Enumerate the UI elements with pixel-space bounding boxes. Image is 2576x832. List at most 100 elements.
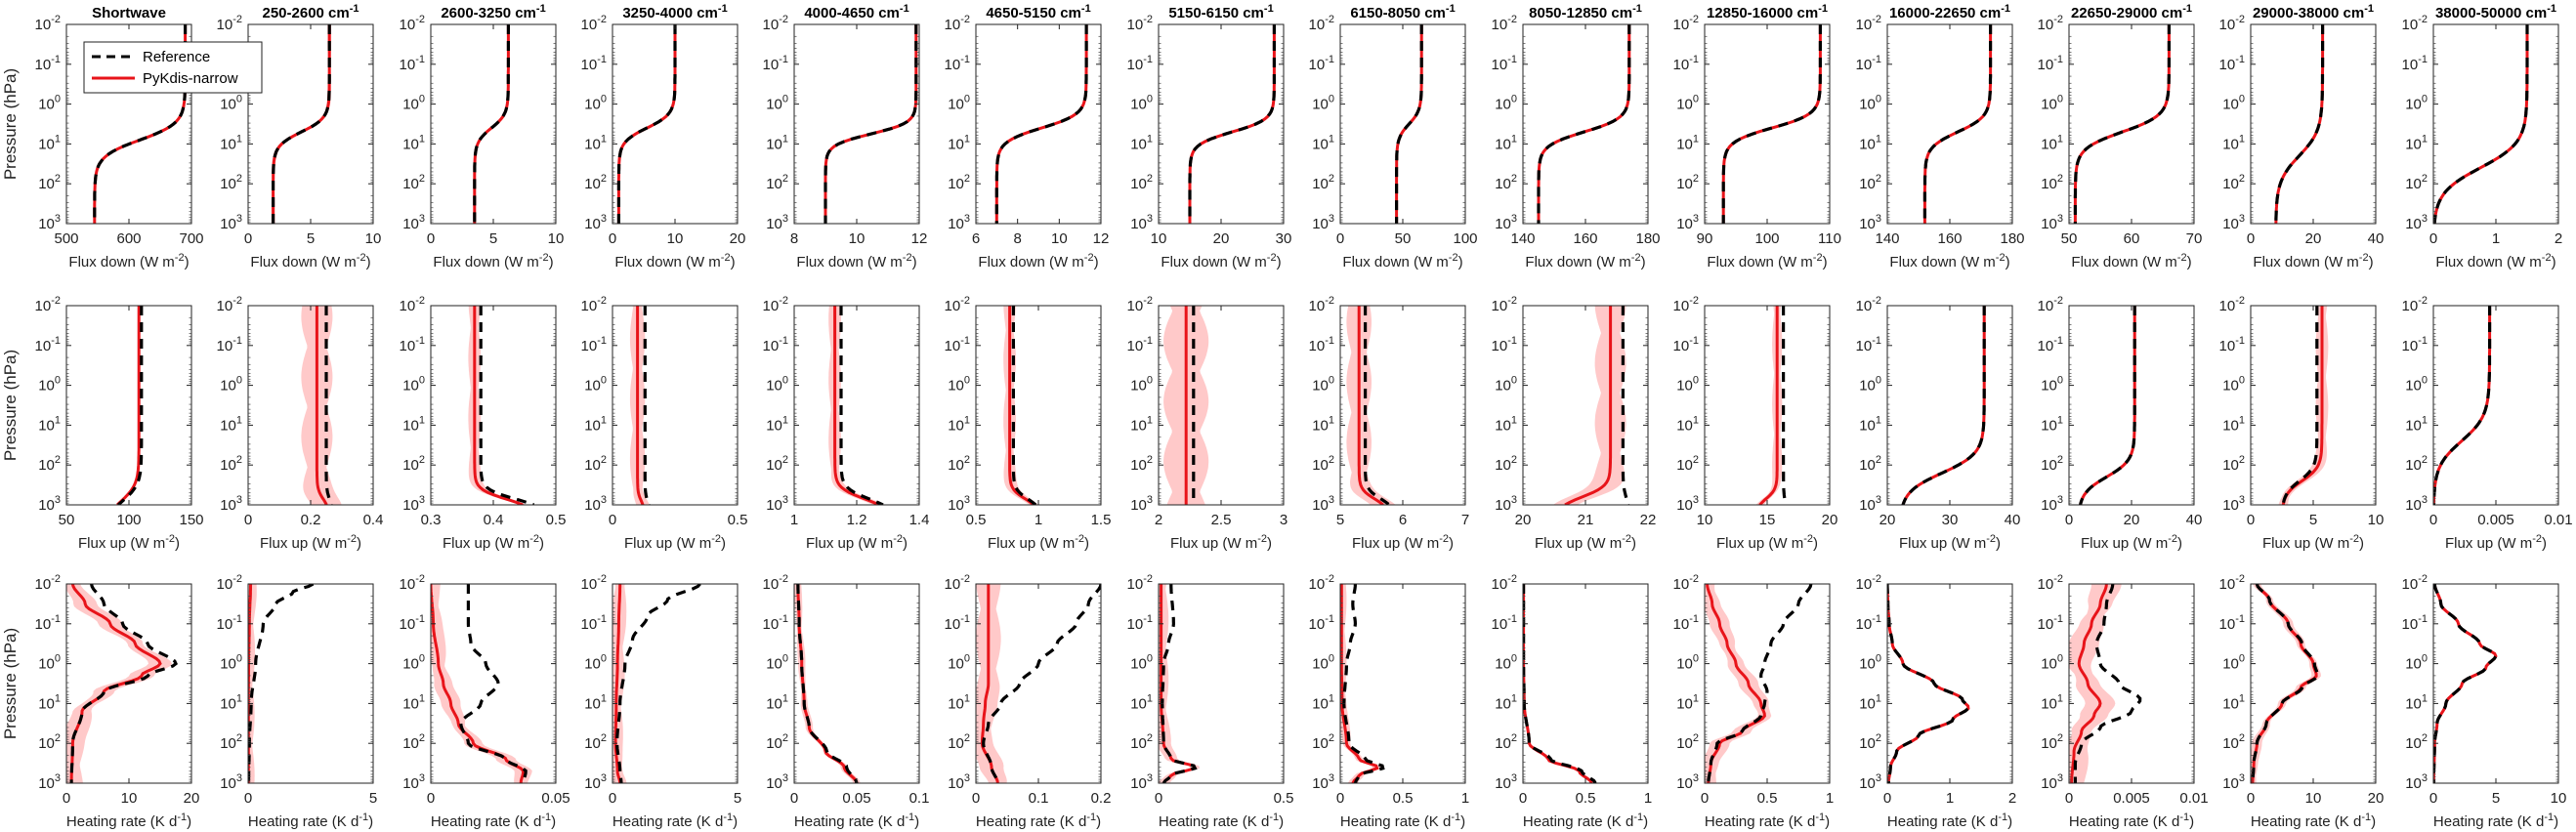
y-tick-label: 103 [1676, 213, 1699, 232]
y-tick-label: 103 [2405, 213, 2428, 232]
y-tick-label: 10-2 [1492, 573, 1517, 593]
series-reference [459, 584, 528, 783]
x-tick-label: 20 [184, 790, 200, 807]
x-tick-label: 1 [1461, 790, 1469, 807]
x-tick-label: 0.1 [1029, 790, 1049, 807]
series-reference [2433, 584, 2498, 783]
y-tick-label: 101 [1130, 692, 1153, 712]
y-tick-label: 103 [584, 772, 607, 792]
y-tick-label: 10-1 [1309, 613, 1334, 633]
x-tick-label: 40 [2005, 512, 2021, 528]
y-tick-label: 10-2 [1856, 295, 1881, 314]
y-tick-label: 10-1 [1856, 335, 1881, 354]
series-model [1188, 24, 1276, 224]
series-model [833, 306, 880, 505]
y-tick-label: 10-1 [1309, 335, 1334, 354]
x-tick-label: 90 [1697, 230, 1713, 247]
y-tick-label: 103 [1312, 772, 1334, 792]
x-tick-label: 600 [116, 230, 141, 247]
x-tick-label: 5 [2492, 790, 2500, 807]
y-tick-label: 101 [948, 414, 970, 434]
y-tick-label: 101 [584, 692, 607, 712]
x-axis-label: Heating rate (K d-1) [1705, 811, 1830, 830]
x-tick-label: 0.05 [541, 790, 570, 807]
series-reference [2433, 24, 2529, 224]
y-tick-label: 102 [1495, 173, 1517, 192]
y-tick-label: 103 [402, 213, 425, 232]
y-tick-label: 10-2 [2219, 573, 2245, 593]
panel-frame [793, 305, 920, 506]
panel-frame [430, 583, 557, 784]
y-tick-label: 10-2 [1492, 295, 1517, 314]
y-tick-label: 100 [2041, 375, 2063, 395]
x-tick-label: 50 [2061, 230, 2078, 247]
x-tick-label: 0 [244, 512, 252, 528]
x-tick-label: 10 [2368, 512, 2385, 528]
y-tick-label: 103 [38, 494, 61, 514]
series-model [1887, 584, 1970, 783]
y-tick-label: 102 [1676, 732, 1699, 752]
y-tick-label: 103 [220, 494, 242, 514]
y-tick-label: 10-1 [581, 613, 607, 633]
x-tick-label: 5 [369, 790, 377, 807]
y-tick-label: 100 [2405, 653, 2428, 673]
y-tick-label: 101 [1495, 414, 1517, 434]
spread-band [431, 584, 532, 783]
x-tick-label: 1 [1946, 790, 1954, 807]
x-tick-label: 5 [489, 230, 497, 247]
x-tick-label: 0.5 [1576, 790, 1596, 807]
x-tick-label: 1 [1826, 790, 1834, 807]
x-tick-label: 8 [790, 230, 798, 247]
x-tick-label: 0.5 [1757, 790, 1778, 807]
x-axis-label: Flux down (W m-2) [433, 252, 553, 270]
panel-frame [1522, 305, 1649, 506]
y-tick-label: 10-2 [2402, 14, 2428, 33]
y-tick-label: 10-2 [1309, 295, 1334, 314]
panel-title: 4650-5150 cm-1 [986, 3, 1090, 21]
x-tick-label: 1 [1035, 512, 1042, 528]
x-tick-label: 12 [1093, 230, 1110, 247]
y-tick-label: 10-2 [2219, 295, 2245, 314]
series-reference [823, 24, 918, 224]
y-tick-label: 101 [2222, 692, 2245, 712]
x-tick-label: 0 [427, 790, 435, 807]
y-tick-label: 101 [1495, 692, 1517, 712]
y-tick-label: 102 [1312, 454, 1334, 474]
panel-title: 6150-8050 cm-1 [1350, 3, 1455, 21]
y-tick-label: 100 [1130, 94, 1153, 113]
y-tick-label: 10-1 [1127, 335, 1153, 354]
panel-title: 38000-50000 cm-1 [2435, 3, 2556, 21]
x-axis-label: Flux down (W m-2) [1161, 252, 1281, 270]
x-tick-label: 2 [2008, 790, 2016, 807]
y-tick-label: 103 [2222, 494, 2245, 514]
x-tick-label: 0 [2429, 230, 2437, 247]
series-model [2433, 584, 2498, 783]
series-model [2251, 584, 2318, 783]
y-tick-label: 10-1 [2219, 335, 2245, 354]
y-tick-label: 10-1 [1492, 335, 1517, 354]
y-tick-label: 102 [766, 732, 788, 752]
x-tick-label: 0 [244, 790, 252, 807]
y-tick-label: 101 [402, 692, 425, 712]
y-tick-label: 101 [220, 133, 242, 152]
x-tick-label: 0 [1155, 790, 1162, 807]
series-reference [1011, 306, 1037, 505]
x-tick-label: 50 [59, 512, 75, 528]
y-tick-label: 10-1 [1856, 613, 1881, 633]
x-tick-label: 0.01 [2179, 790, 2208, 807]
x-tick-label: 30 [1942, 512, 1959, 528]
x-tick-label: 0.5 [1393, 790, 1414, 807]
series-reference [1707, 584, 1813, 783]
x-tick-label: 1 [790, 512, 798, 528]
x-axis-label: Heating rate (K d-1) [1159, 811, 1284, 830]
series-model [2070, 584, 2108, 783]
x-tick-label: 180 [1635, 230, 1660, 247]
x-tick-label: 0 [2429, 512, 2437, 528]
